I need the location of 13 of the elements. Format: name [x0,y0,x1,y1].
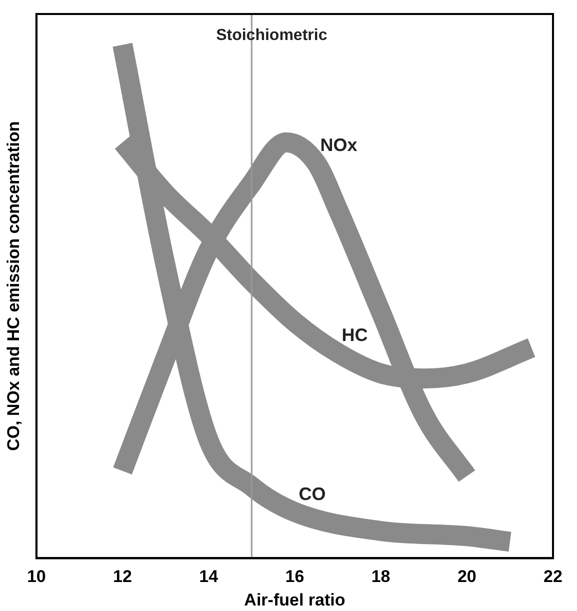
series-label: HC [342,324,368,345]
x-tick-label: 18 [371,567,390,586]
x-axis-title: Air-fuel ratio [244,590,346,610]
series-label: CO [298,484,326,504]
x-tick-label: 10 [26,567,46,586]
series-label: NOx [320,134,358,155]
x-tick-label: 12 [113,567,132,586]
y-axis-title: CO, NOx and HC emission concentration [4,121,23,451]
x-tick-label: 20 [457,567,476,586]
x-tick-label: 22 [544,567,562,586]
x-tick-label: 14 [199,567,219,586]
ref-line-label: Stoichiometric [216,27,328,44]
x-tick-label: 16 [285,567,304,586]
